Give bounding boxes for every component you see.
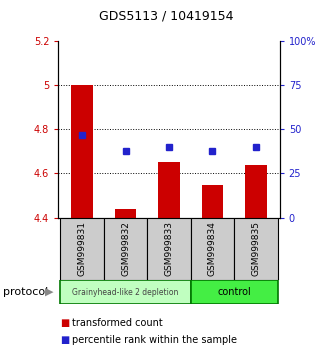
- Bar: [245, 165, 267, 218]
- Bar: [147, 218, 191, 280]
- Bar: [191, 218, 234, 280]
- Text: ■: ■: [60, 318, 70, 328]
- Text: GSM999831: GSM999831: [78, 221, 87, 276]
- Bar: [191, 280, 277, 304]
- Bar: [234, 218, 277, 280]
- Bar: [61, 218, 104, 280]
- Text: percentile rank within the sample: percentile rank within the sample: [72, 335, 236, 345]
- Text: transformed count: transformed count: [72, 318, 163, 328]
- Bar: [71, 85, 93, 218]
- Bar: [115, 209, 137, 218]
- Text: ■: ■: [60, 335, 70, 345]
- Text: Grainyhead-like 2 depletion: Grainyhead-like 2 depletion: [72, 287, 179, 297]
- Text: control: control: [217, 287, 251, 297]
- Bar: [201, 184, 223, 218]
- Bar: [61, 280, 191, 304]
- Text: GSM999832: GSM999832: [121, 221, 130, 276]
- Text: GSM999833: GSM999833: [165, 221, 173, 276]
- Bar: [158, 162, 180, 218]
- Text: GDS5113 / 10419154: GDS5113 / 10419154: [99, 10, 234, 22]
- Bar: [104, 218, 147, 280]
- Text: protocol: protocol: [3, 287, 49, 297]
- Text: GSM999835: GSM999835: [251, 221, 260, 276]
- Text: GSM999834: GSM999834: [208, 221, 217, 276]
- Text: ▶: ▶: [45, 287, 54, 297]
